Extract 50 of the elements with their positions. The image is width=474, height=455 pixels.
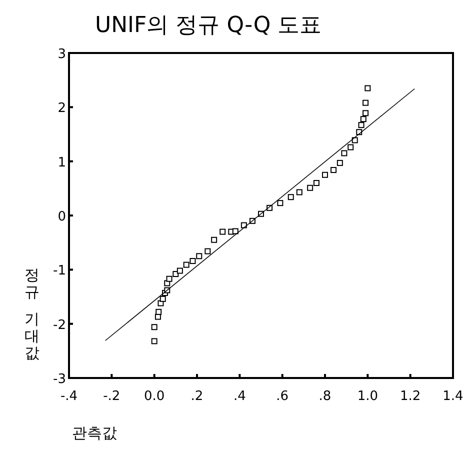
y-tick-label: 2 (58, 101, 66, 116)
point (313, 180, 320, 186)
y-axis-title: 정규 기대값 (24, 266, 40, 362)
x-tick-label: 0.0 (144, 389, 165, 404)
point (166, 276, 172, 282)
point (341, 150, 348, 156)
point (352, 137, 358, 144)
point (211, 236, 218, 243)
point (336, 160, 343, 166)
y-tick-label: -2 (53, 318, 66, 333)
point (296, 189, 302, 196)
x-tick-label: 1.4 (442, 389, 464, 404)
point (288, 194, 294, 200)
point (322, 172, 328, 178)
y-tick-label: -1 (53, 264, 66, 279)
point (156, 308, 162, 315)
x-tick-label: .4 (233, 389, 246, 404)
point (172, 271, 179, 277)
point (232, 228, 238, 234)
x-axis-title: 관측값 (72, 424, 117, 442)
x-tick-label: 1.2 (400, 389, 421, 404)
point (160, 296, 166, 302)
point (204, 248, 211, 254)
y-tick-label: -3 (53, 372, 66, 387)
x-tick-label: -.2 (103, 389, 120, 404)
point (330, 167, 337, 173)
y-tick-label: 0 (58, 210, 66, 224)
point (151, 338, 158, 344)
point (196, 253, 202, 260)
point (358, 122, 364, 128)
point (190, 258, 196, 264)
x-tick-label: .6 (276, 389, 289, 404)
x-tick-label: .2 (190, 389, 204, 404)
point (220, 228, 226, 235)
point (183, 262, 190, 268)
chart-title: UNIF의 정규 Q-Q 도표 (95, 13, 322, 38)
point (362, 110, 369, 116)
point (307, 184, 314, 191)
x-tick-label: 1.0 (357, 389, 378, 404)
x-tick-label: .8 (318, 389, 332, 404)
point (176, 268, 183, 274)
point (362, 100, 369, 106)
point (151, 324, 158, 330)
y-tick-label: 1 (58, 155, 66, 170)
point (364, 85, 371, 92)
point (348, 144, 354, 150)
y-tick-label: 3 (58, 47, 66, 62)
point (360, 116, 366, 122)
x-tick-label: -.4 (60, 389, 78, 404)
point (277, 200, 284, 206)
